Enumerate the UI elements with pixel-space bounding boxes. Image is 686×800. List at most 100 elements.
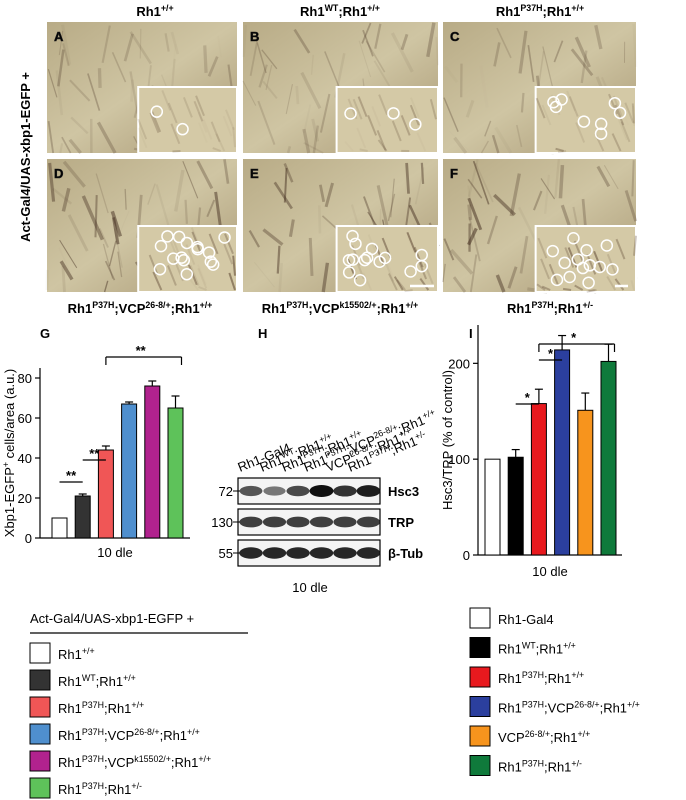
tissue-fiber [283, 167, 288, 203]
legend-label-part: ;Rh1 [544, 671, 571, 686]
tissue-fiber [113, 228, 123, 268]
inset-fiber [618, 119, 628, 141]
panel-caption-part: Rh1 [507, 301, 532, 316]
panel-caption-part: +/+ [200, 300, 213, 310]
cell-marker [342, 266, 356, 279]
marker-label: 55 [219, 546, 233, 561]
legend-label-part: Rh1 [498, 701, 522, 716]
tissue-fiber [536, 51, 545, 93]
tissue-fiber [59, 239, 78, 269]
inset-fiber [391, 120, 402, 142]
legend-label-part: ;Rh1 [160, 728, 187, 743]
tissue-fiber [519, 235, 529, 274]
legend-label: Rh1P37H;VCP26-8/+;Rh1+/+ [498, 700, 640, 716]
inset-fiber [548, 263, 559, 285]
cell-marker [180, 267, 194, 281]
inset-fiber [148, 254, 159, 276]
cell-marker [176, 122, 189, 136]
tissue-fiber [362, 29, 374, 57]
legend-label-part: ;Rh1 [600, 701, 627, 716]
x-axis-label: 10 dle [532, 564, 567, 579]
tissue-fiber [276, 245, 281, 274]
panel-caption-part: ;VCP [308, 301, 339, 316]
legend-label-part: Rh1 [58, 647, 82, 662]
panel-letter: D [54, 166, 63, 181]
legend-label-part: ;VCP [104, 728, 134, 743]
bar [51, 517, 68, 539]
inset-fiber [624, 102, 635, 124]
cell-marker [161, 230, 174, 243]
tissue-fiber [103, 280, 109, 293]
cell-marker [606, 263, 619, 276]
tissue-fiber [129, 71, 139, 114]
y-axis-label: Hsc3/TRP (% of control) [440, 370, 455, 510]
tissue-fiber [319, 93, 331, 133]
inset-fiber [535, 97, 546, 119]
tissue-fiber [467, 159, 479, 198]
bar [144, 385, 161, 539]
bar [97, 449, 114, 539]
tissue-fiber [596, 165, 611, 188]
legend-label: Rh1P37H;Rh1+/+ [498, 670, 584, 686]
tissue-fiber [580, 50, 588, 84]
cell-marker [594, 127, 608, 140]
tissue-fiber [206, 199, 216, 218]
tissue-fiber [98, 228, 109, 248]
inset [335, 86, 440, 154]
inset-fiber [396, 279, 406, 291]
legend-label: Rh1P37H;Rh1+/- [498, 759, 582, 775]
micrograph [243, 159, 440, 293]
tissue-fiber [468, 216, 481, 262]
tissue-fiber [558, 164, 565, 199]
tissue-fiber [104, 260, 116, 281]
cell-marker [583, 259, 597, 272]
panel-caption: Rh1P37H;VCPk15502/+;Rh1+/+ [262, 300, 418, 316]
panel-caption-part: +/+ [405, 300, 418, 310]
panel-caption-part: P37H [532, 300, 554, 310]
inset-fiber [630, 280, 635, 291]
inset-fiber [540, 258, 550, 280]
protein-label: β-Tub [388, 546, 423, 561]
panel-caption-part: +/- [582, 300, 593, 310]
tissue-fiber [170, 31, 180, 55]
inset-fiber [387, 273, 398, 291]
tissue-fiber [527, 45, 535, 83]
blot-band [263, 486, 286, 496]
significance-label: ** [136, 343, 147, 358]
legend-label-part: 26-8/+ [134, 727, 159, 737]
tissue-fiber [496, 27, 512, 59]
legend-swatch [469, 755, 491, 776]
cell-marker [180, 236, 194, 250]
legend-label-part: ;Rh1 [550, 730, 577, 745]
cell-marker [387, 107, 400, 120]
inset-fiber [537, 237, 548, 259]
tissue-fiber [467, 197, 483, 231]
tissue-fiber [283, 163, 294, 183]
legend-label-part: ;VCP [104, 755, 134, 770]
tissue-fiber [318, 184, 326, 203]
cell-marker [608, 96, 622, 110]
tissue-fiber [520, 92, 525, 113]
tissue-fiber [469, 254, 478, 293]
cell-marker [344, 107, 357, 120]
lane-label-part: +/- [413, 428, 427, 441]
panel-caption-part: 26-8/+ [145, 300, 170, 310]
inset-fiber [555, 147, 565, 152]
lane-label-part: +/+ [317, 431, 333, 445]
legend-label-part: Rh1 [498, 760, 522, 775]
panel-caption-part: ;Rh1 [377, 301, 406, 316]
inset-fiber [232, 255, 236, 276]
legend-label-part: P37H [82, 727, 104, 737]
tissue-fiber [70, 116, 89, 135]
tissue-fiber [509, 173, 521, 217]
legend-label-part: WT [522, 641, 536, 651]
tissue-fiber [442, 263, 446, 283]
inset-fiber [137, 118, 148, 140]
inset-fiber [568, 96, 579, 117]
tissue-fiber [278, 262, 283, 293]
tissue-fiber [443, 238, 455, 261]
tissue-fiber [258, 64, 268, 88]
tissue-fiber [62, 43, 70, 67]
legend-label: Rh1WT;Rh1+/+ [498, 641, 576, 657]
tissue-fiber [452, 276, 467, 293]
